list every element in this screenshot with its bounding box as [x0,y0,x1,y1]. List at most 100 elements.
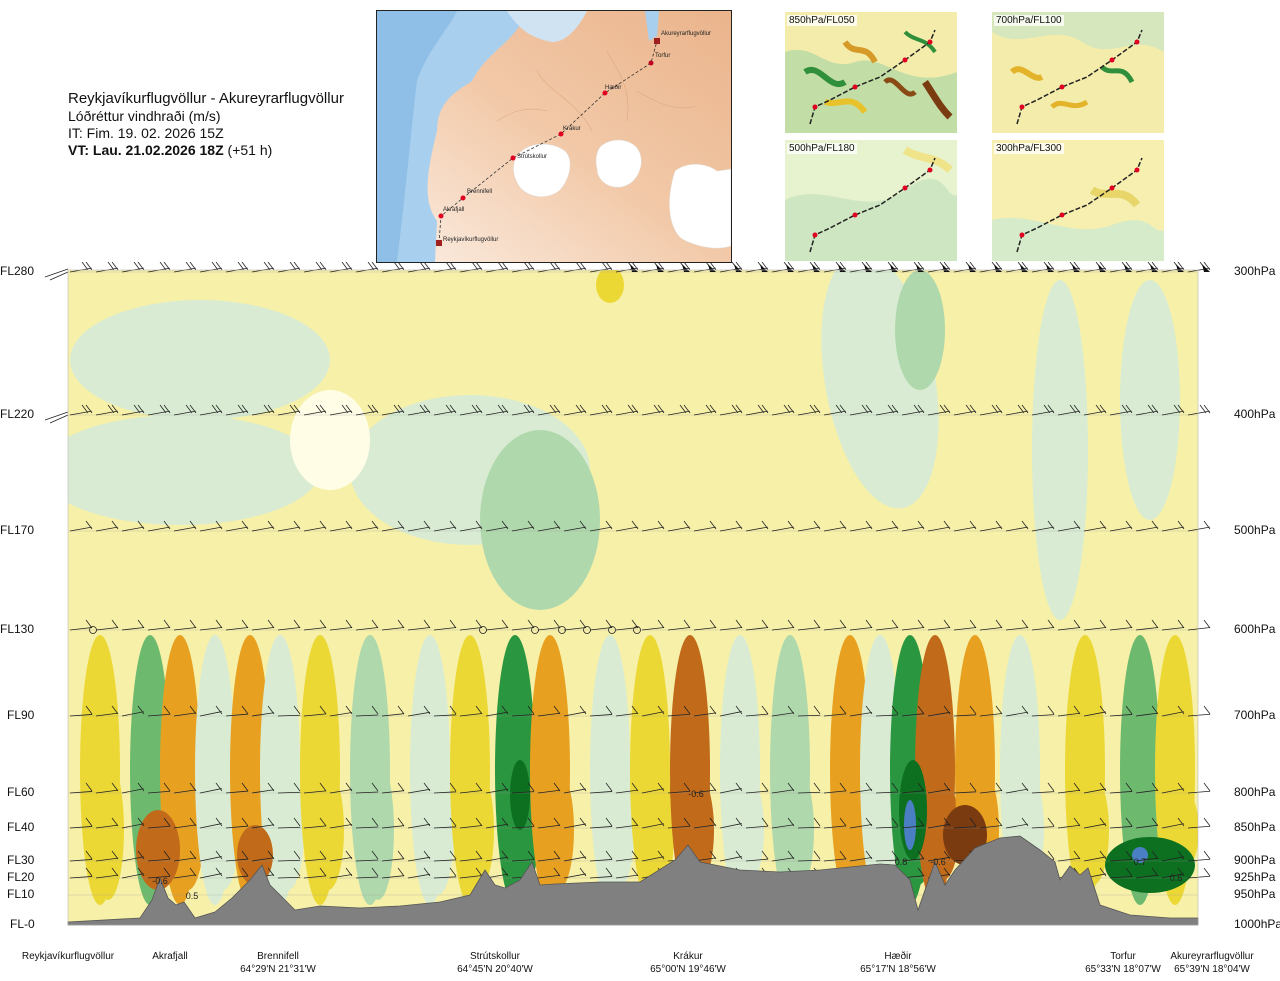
edge-barb [44,411,69,424]
wind-barb [719,782,743,794]
wind-barb [433,705,457,717]
wind-barb [1135,404,1159,416]
wind-barb [641,404,665,416]
wind-barb [875,705,899,717]
wind-barb [615,404,639,416]
wind-barb [953,705,977,717]
wind-barb [277,404,301,416]
upper-up-core [895,270,945,390]
downdraft-core [136,810,180,890]
updraft-max [904,800,916,850]
wind-barb [485,850,509,862]
wind-barb [979,782,1003,794]
wind-barb [745,520,769,532]
lower-band [92,760,124,900]
wind-barb [927,850,951,862]
wind-barb [303,867,327,879]
wind-barb [667,404,691,416]
wind-barb [355,520,379,532]
wind-barb [1161,705,1185,717]
terrain-profile [67,835,1199,926]
wind-barb [901,520,925,532]
wind-barb [823,850,847,862]
value-annotation: -0.6 [152,876,168,886]
wind-barb [147,817,171,829]
lower-band [542,770,574,890]
wind-barb [797,850,821,862]
wind-barb [277,520,301,532]
wind-barb [953,817,977,829]
valid-time-bold: VT: Lau. 21.02.2026 18Z [68,142,224,158]
wind-barb [589,520,613,532]
wind-barb [667,705,691,717]
wind-barb [199,850,223,862]
wind-barb [1187,817,1211,829]
wind-barb [1005,404,1029,416]
calm-wind-marker [583,626,591,634]
flight-level-fl170: FL170 [0,523,35,537]
wind-barb [381,619,405,631]
mini-map-700-label: 700hPa/FL100 [994,15,1064,26]
wind-barb [225,782,249,794]
wind-barb [95,619,119,631]
pressure-level-500hpa: 500hPa [1234,523,1276,537]
mini-map-850: 850hPa/FL050 [785,12,957,133]
wind-barb [771,705,795,717]
wind-barb [953,782,977,794]
wind-barb [823,817,847,829]
wind-barb [69,404,93,416]
wind-barb [329,850,353,862]
valid-time-offset: (+51 h) [227,142,273,158]
wind-barb [1187,782,1211,794]
wind-barb [745,619,769,631]
wind-barb [771,520,795,532]
wind-barb [147,520,171,532]
edge-barb [44,268,69,281]
wind-barb [355,404,379,416]
neutral-zone [290,390,370,490]
wind-barb [407,520,431,532]
wind-barb [901,705,925,717]
wind-barb [1057,520,1081,532]
wind-barb [1109,619,1133,631]
wind-barb [147,867,171,879]
station-coord: 65°00'N 19°46'W [650,964,726,975]
wind-barb [823,705,847,717]
wind-barb [1135,619,1159,631]
wind-barb [615,817,639,829]
station-coord: 64°29'N 21°31'W [240,964,316,975]
wind-barb [251,817,275,829]
wind-barb [797,817,821,829]
lower-band [312,770,344,890]
wind-barb [563,817,587,829]
wind-barb [771,782,795,794]
wind-barb [225,705,249,717]
wind-barb [511,404,535,416]
wind-barb [1109,520,1133,532]
wind-barb [173,817,197,829]
wind-barb [693,705,717,717]
wind-barb [1031,817,1055,829]
flight-level-fl-0: FL-0 [10,917,35,931]
wind-barb [381,404,405,416]
wind-barb [875,404,899,416]
wind-barb [485,705,509,717]
chart-header: Reykjavíkurflugvöllur - Akureyrarflugvöl… [68,90,378,159]
wind-barb [381,705,405,717]
wind-barb [407,867,431,879]
wind-barb [485,404,509,416]
wind-barb [511,705,535,717]
wind-barb [95,782,119,794]
wind-barb [927,817,951,829]
wind-barb [1187,404,1211,416]
wind-barb [1005,619,1029,631]
wind-barb [121,782,145,794]
wind-barb [225,619,249,631]
mini-map-850-label: 850hPa/FL050 [787,15,857,26]
wind-barb [641,520,665,532]
calm-wind-marker [531,626,539,634]
wind-barb [355,817,379,829]
wind-barb [1161,619,1185,631]
flight-level-fl20: FL20 [7,870,35,884]
plot-frame [67,269,1199,926]
